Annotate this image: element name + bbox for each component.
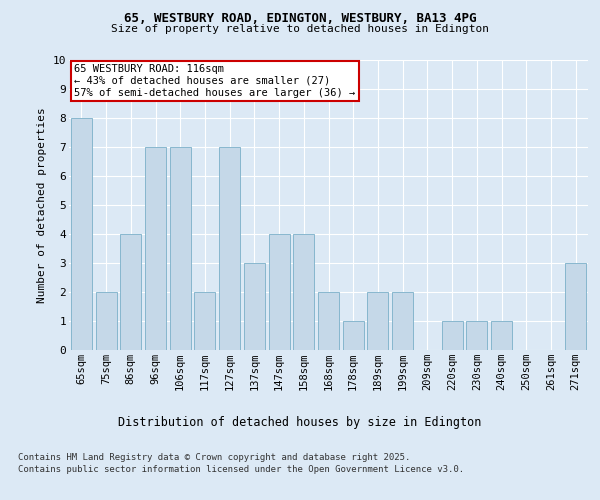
Bar — [343, 321, 364, 350]
Bar — [170, 147, 191, 350]
Bar — [293, 234, 314, 350]
Text: Size of property relative to detached houses in Edington: Size of property relative to detached ho… — [111, 24, 489, 34]
Text: 65, WESTBURY ROAD, EDINGTON, WESTBURY, BA13 4PG: 65, WESTBURY ROAD, EDINGTON, WESTBURY, B… — [124, 12, 476, 26]
Bar — [194, 292, 215, 350]
Bar — [269, 234, 290, 350]
Bar — [392, 292, 413, 350]
Bar — [95, 292, 116, 350]
Y-axis label: Number of detached properties: Number of detached properties — [37, 107, 47, 303]
Bar — [367, 292, 388, 350]
Bar — [219, 147, 240, 350]
Bar — [442, 321, 463, 350]
Bar — [466, 321, 487, 350]
Text: 65 WESTBURY ROAD: 116sqm
← 43% of detached houses are smaller (27)
57% of semi-d: 65 WESTBURY ROAD: 116sqm ← 43% of detach… — [74, 64, 355, 98]
Bar — [318, 292, 339, 350]
Text: Contains public sector information licensed under the Open Government Licence v3: Contains public sector information licen… — [18, 466, 464, 474]
Bar — [120, 234, 141, 350]
Text: Distribution of detached houses by size in Edington: Distribution of detached houses by size … — [118, 416, 482, 429]
Bar — [565, 263, 586, 350]
Text: Contains HM Land Registry data © Crown copyright and database right 2025.: Contains HM Land Registry data © Crown c… — [18, 453, 410, 462]
Bar — [491, 321, 512, 350]
Bar — [244, 263, 265, 350]
Bar — [71, 118, 92, 350]
Bar — [145, 147, 166, 350]
